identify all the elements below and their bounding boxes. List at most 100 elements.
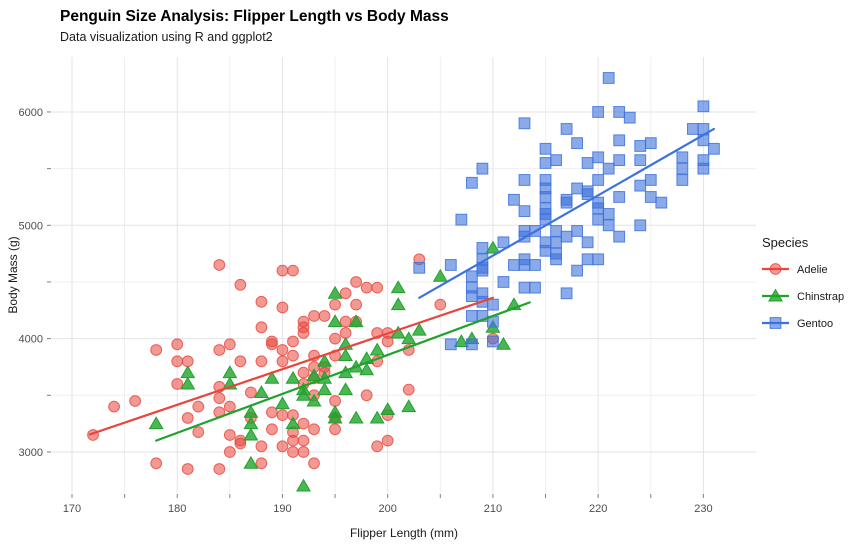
adelie-data-point [434, 298, 447, 311]
chinstrap-data-point [327, 410, 343, 424]
x-tick-label: 220 [589, 503, 607, 515]
gentoo-data-point [634, 154, 647, 167]
gentoo-data-point [697, 162, 710, 175]
x-axis-label: Flipper Length (mm) [350, 526, 458, 540]
adelie-data-point [213, 463, 226, 475]
adelie-data-point [339, 287, 352, 300]
y-tick-label: 3000 [19, 447, 43, 459]
y-tick-label: 5000 [19, 220, 43, 232]
x-tick-label: 200 [379, 503, 397, 515]
gentoo-data-point [613, 230, 626, 243]
chinstrap-legend-marker [768, 288, 783, 302]
chinstrap-data-point [253, 385, 269, 398]
chinstrap-triangle-icon [768, 288, 783, 302]
adelie-data-point [287, 434, 299, 447]
adelie-data-point [171, 378, 184, 390]
adelie-data-point [339, 327, 352, 339]
gentoo-data-point [539, 157, 552, 169]
gridlines [52, 57, 756, 493]
series-gentoo-points [413, 72, 720, 351]
gentoo-data-point [550, 154, 562, 167]
adelie-data-point [213, 259, 226, 271]
gentoo-data-point [518, 281, 531, 294]
chinstrap-data-point [264, 370, 280, 384]
gentoo-data-point [413, 261, 426, 274]
gentoo-data-point [676, 162, 689, 175]
series-chinstrap-points [148, 240, 522, 492]
adelie-data-point [213, 392, 226, 405]
gentoo-data-point [708, 142, 720, 155]
adelie-data-point [171, 355, 184, 368]
adelie-data-point [234, 437, 247, 450]
adelie-data-point [244, 386, 257, 399]
chinstrap-data-point [369, 410, 385, 424]
gentoo-data-point [634, 179, 647, 192]
gentoo-data-point [465, 310, 478, 322]
gentoo-data-point [592, 151, 605, 164]
gentoo-data-point [465, 176, 478, 189]
adelie-data-point [329, 423, 341, 436]
chinstrap-data-point [369, 342, 385, 356]
chinstrap-data-point [401, 399, 417, 413]
gentoo-data-point [644, 191, 657, 203]
gentoo-data-point [465, 338, 478, 351]
chinstrap-data-point [485, 240, 501, 254]
adelie-data-point [381, 434, 394, 447]
adelie-data-point [129, 395, 142, 407]
gentoo-data-point [444, 259, 457, 271]
gentoo-data-point [518, 174, 531, 186]
chinstrap-data-point [317, 382, 333, 396]
gentoo-data-point [644, 174, 657, 186]
adelie-data-point [297, 417, 310, 430]
adelie-data-point [255, 355, 268, 368]
adelie-data-point [255, 295, 268, 308]
chinstrap-data-point [348, 410, 364, 424]
trend-line-adelie [88, 296, 495, 436]
x-tick-label: 210 [484, 503, 502, 515]
gentoo-data-point [581, 157, 594, 169]
legend: Species Adelie Chinstrap Gentoo [762, 235, 844, 330]
gentoo-data-point [634, 219, 647, 232]
chinstrap-data-point [148, 416, 164, 430]
gentoo-data-point [634, 140, 647, 152]
gentoo-data-point [508, 193, 520, 206]
adelie-legend-marker [769, 263, 782, 275]
gentoo-data-point [602, 162, 615, 175]
legend-title: Species [762, 235, 809, 250]
legend-entry-adelie: Adelie [762, 263, 828, 276]
adelie-data-point [234, 355, 247, 368]
chinstrap-data-point [285, 370, 301, 384]
axis-ticks [47, 111, 704, 498]
adelie-data-point [350, 298, 363, 311]
gentoo-data-point [444, 338, 457, 351]
chinstrap-data-point [327, 314, 343, 328]
adelie-data-point [297, 366, 310, 379]
gentoo-data-point [602, 208, 615, 220]
chinstrap-data-point [306, 393, 322, 407]
chinstrap-data-point [180, 376, 196, 390]
adelie-data-point [329, 298, 341, 311]
adelie-data-point [181, 463, 194, 475]
trend-lines [88, 127, 716, 442]
gentoo-data-point [613, 154, 626, 167]
gentoo-data-point [592, 202, 605, 215]
adelie-data-point [276, 355, 289, 368]
gentoo-data-point [487, 335, 499, 348]
adelie-data-point [329, 332, 341, 345]
chinstrap-data-point [453, 334, 469, 347]
legend-entry-chinstrap: Chinstrap [762, 288, 844, 303]
gentoo-data-point [476, 264, 489, 277]
legend-label-gentoo: Gentoo [797, 318, 833, 330]
chinstrap-data-point [495, 336, 511, 350]
gentoo-data-point [686, 123, 699, 135]
gentoo-data-point [560, 123, 573, 135]
adelie-data-point [297, 434, 310, 447]
gentoo-data-point [592, 174, 605, 186]
chinstrap-data-point [180, 365, 196, 379]
chinstrap-data-point [243, 455, 259, 469]
adelie-data-point [255, 457, 268, 470]
gentoo-data-point [550, 225, 562, 237]
adelie-data-point [287, 264, 299, 277]
gentoo-data-point [508, 259, 520, 271]
